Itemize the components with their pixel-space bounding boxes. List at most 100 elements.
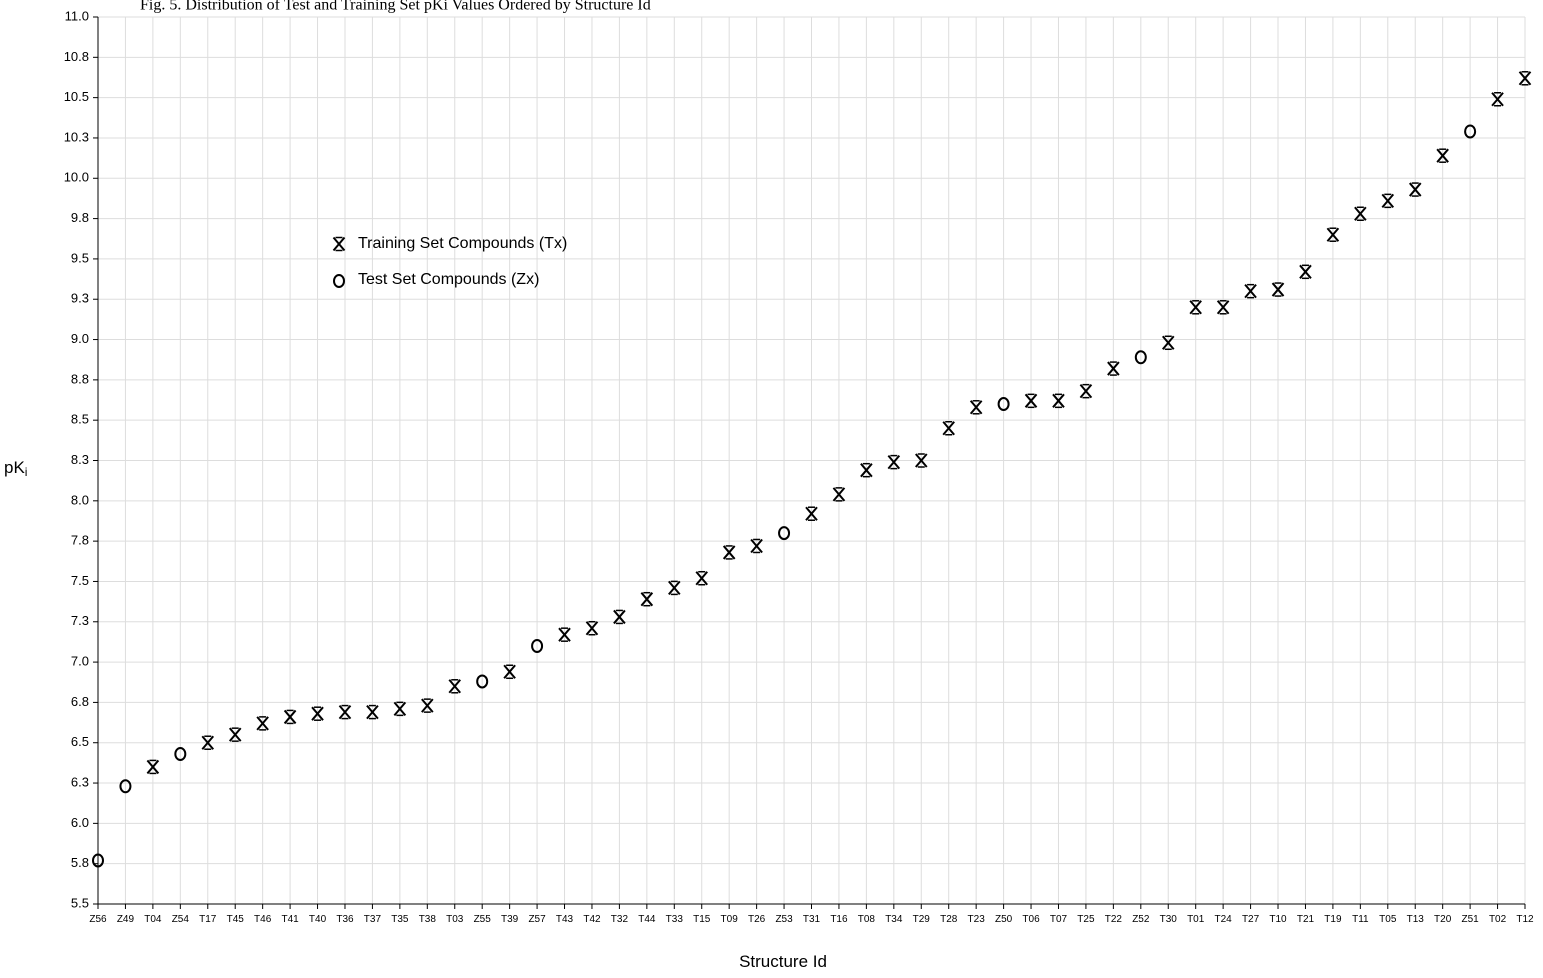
test-point: [92, 853, 104, 868]
training-point: [1079, 383, 1093, 399]
x-tick-label: T35: [391, 914, 409, 925]
training-point: [503, 664, 516, 680]
training-point: [613, 609, 626, 625]
x-tick-label: T30: [1160, 914, 1178, 925]
x-tick-label: T26: [748, 914, 766, 925]
training-point: [805, 506, 818, 521]
training-point: [640, 591, 654, 607]
training-point: [201, 735, 215, 750]
y-axis-title-main: pK: [4, 458, 25, 477]
x-tick-label: T33: [666, 914, 684, 925]
y-tick-label: 7.3: [71, 613, 89, 628]
y-tick-label: 8.3: [71, 452, 89, 467]
y-tick-label: 8.5: [71, 412, 89, 427]
x-tick-label: T41: [281, 914, 299, 925]
figure-caption: Fig. 5. Distribution of Test and Trainin…: [140, 0, 651, 14]
training-point: [1518, 71, 1532, 86]
training-point: [1299, 264, 1312, 280]
legend-circle-marker: [333, 274, 345, 288]
legend-training-label: Training Set Compounds (Tx): [358, 235, 567, 252]
training-point: [1244, 283, 1257, 299]
training-point: [448, 679, 462, 694]
x-tick-label: T25: [1077, 914, 1095, 925]
training-point: [1189, 300, 1202, 315]
y-tick-label: 10.8: [64, 49, 89, 64]
x-tick-label: T31: [803, 914, 821, 925]
training-point: [1052, 393, 1065, 409]
training-point: [942, 420, 955, 436]
x-tick-label: T19: [1324, 914, 1342, 925]
y-tick-label: 9.3: [71, 291, 89, 306]
training-point: [1491, 91, 1504, 107]
x-tick-label: Z52: [1132, 914, 1150, 925]
y-tick-label: 5.5: [71, 895, 89, 910]
x-tick-label: T20: [1434, 914, 1452, 925]
y-tick-label: 9.8: [71, 210, 89, 225]
test-point: [1464, 124, 1477, 139]
training-point: [558, 627, 571, 642]
training-point: [1024, 393, 1038, 409]
x-tick-label: T21: [1297, 914, 1315, 925]
test-point: [174, 747, 187, 762]
test-point: [119, 779, 132, 794]
training-point: [1436, 148, 1449, 163]
y-tick-label: 9.0: [71, 331, 89, 346]
x-tick-label: T06: [1022, 914, 1040, 925]
grid-lines: [97, 16, 1526, 905]
x-tick-label: T16: [830, 914, 848, 925]
x-tick-label: Z56: [89, 914, 107, 925]
training-point: [1326, 227, 1340, 242]
training-point: [366, 704, 379, 720]
legend-training-marker: [332, 236, 346, 252]
y-tick-label: 6.5: [71, 734, 89, 749]
y-axis-title-subscript: i: [25, 465, 28, 479]
x-tick-label: T43: [556, 914, 574, 925]
x-tick-label: Z55: [474, 914, 492, 925]
x-tick-label: T12: [1516, 914, 1534, 925]
training-point: [1381, 193, 1395, 209]
y-tick-labels: 5.5 5.8 6.0 6.3 6.5 6.8 7.0 7.3 7.5 7.8 8.0 8.3 8.5 8…: [64, 8, 89, 910]
y-tick-label: 11.0: [65, 8, 89, 23]
training-point: [1216, 300, 1230, 315]
x-tick-label: Z53: [775, 914, 793, 925]
training-point: [668, 580, 681, 596]
x-tick-label: T29: [913, 914, 931, 925]
y-axis-title: pKi: [4, 458, 27, 479]
x-tick-label: Z49: [117, 914, 135, 925]
x-tick-label: T28: [940, 914, 958, 925]
x-tick-label: T40: [309, 914, 327, 925]
x-tick-label: T22: [1105, 914, 1123, 925]
test-point: [531, 638, 544, 653]
y-tick-label: 5.8: [71, 855, 89, 870]
training-point: [915, 453, 928, 468]
training-point: [338, 704, 352, 720]
training-point: [1354, 206, 1367, 222]
test-point: [997, 397, 1010, 412]
x-axis-title: Structure Id: [739, 952, 827, 971]
x-tick-label: T38: [419, 914, 437, 925]
training-point: [256, 716, 269, 731]
training-point: [393, 701, 407, 717]
x-tick-label: T07: [1050, 914, 1068, 925]
x-tick-label: T04: [144, 914, 162, 925]
x-tick-label: T46: [254, 914, 272, 925]
training-point: [1271, 282, 1285, 297]
x-tick-label: T39: [501, 914, 519, 925]
training-point: [722, 545, 736, 560]
training-point: [1408, 182, 1422, 197]
legend-test-label: Test Set Compounds (Zx): [358, 271, 539, 288]
x-tick-label: T17: [199, 914, 217, 925]
y-tick-label: 8.8: [71, 371, 89, 386]
y-tick-label: 9.5: [71, 250, 89, 265]
x-tick-label: T44: [638, 914, 656, 925]
x-tick-label: T03: [446, 914, 464, 925]
test-point: [476, 674, 489, 689]
training-point: [585, 620, 599, 636]
training-point: [695, 570, 708, 586]
x-tick-label: T13: [1407, 914, 1425, 925]
y-tick-label: 7.0: [71, 654, 89, 669]
x-tick-label: T11: [1352, 914, 1369, 925]
x-tick-label: T42: [583, 914, 601, 925]
axes: [93, 16, 1526, 909]
x-tick-label: Z54: [172, 914, 190, 925]
